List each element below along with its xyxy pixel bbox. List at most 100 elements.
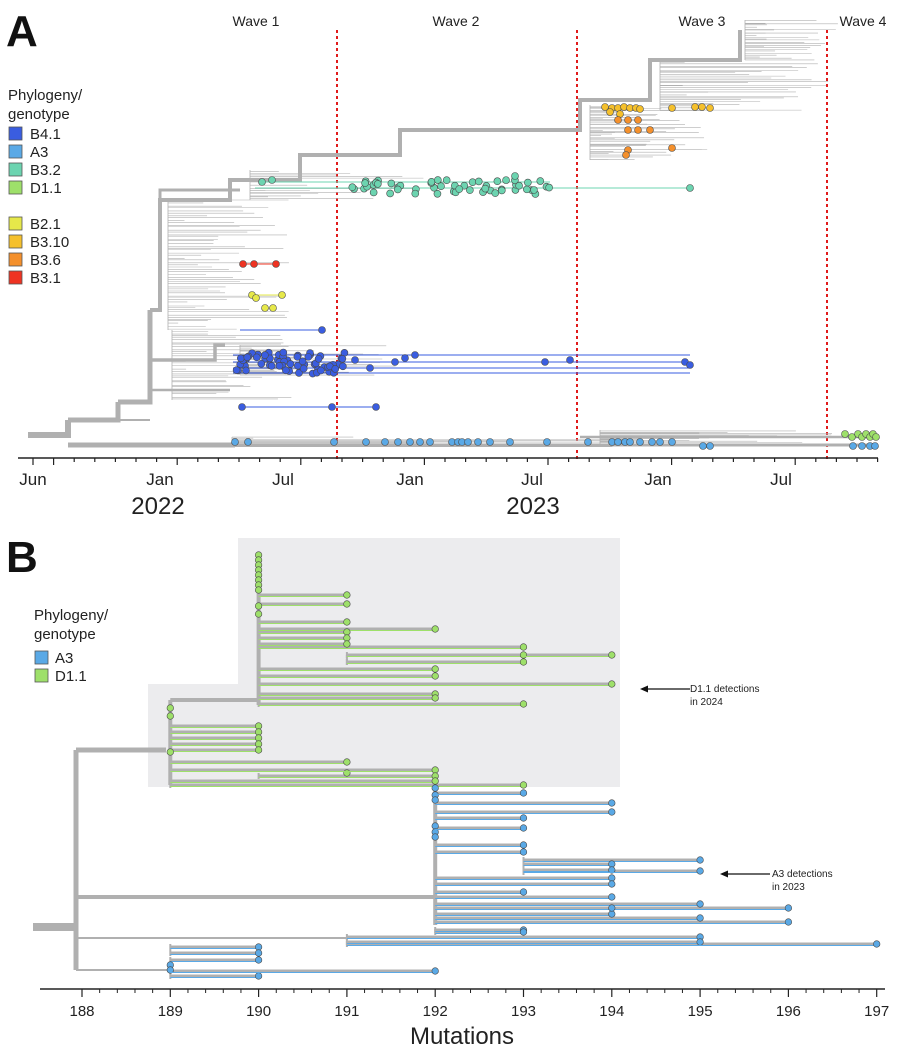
tip-B4-1 bbox=[338, 354, 347, 363]
tip-B2-1 bbox=[252, 294, 260, 302]
tip-A3 bbox=[608, 904, 616, 912]
tip-B3-2 bbox=[387, 179, 396, 188]
tip-A3 bbox=[656, 438, 664, 446]
legend-b-label-D1-1: D1.1 bbox=[55, 668, 87, 685]
wave-labels: Wave 1 Wave 2 Wave 3 Wave 4 bbox=[233, 13, 887, 29]
tip-B3-2 bbox=[427, 178, 436, 186]
tip-B4-1 bbox=[261, 351, 269, 359]
tip-B3-1 bbox=[239, 260, 247, 268]
mutations-tick-label-189: 189 bbox=[158, 1003, 183, 1020]
tip-A3 bbox=[849, 442, 857, 450]
tip-A3 bbox=[394, 438, 402, 446]
month-label-jan-2024: Jan bbox=[644, 470, 671, 489]
legend-b-swatch-A3 bbox=[34, 650, 49, 665]
tree-branch bbox=[68, 402, 121, 423]
tip-A3 bbox=[668, 438, 676, 446]
tip-B4-1 bbox=[232, 366, 241, 374]
mutations-tick-label-193: 193 bbox=[511, 1003, 536, 1020]
tip-D1-1 bbox=[519, 658, 528, 666]
tip-B3-2 bbox=[491, 189, 500, 197]
legend-a-label-B2-1: B2.1 bbox=[30, 216, 61, 233]
tip-A3 bbox=[626, 438, 634, 446]
tip-D1-1 bbox=[519, 700, 528, 708]
tip-A3 bbox=[696, 867, 704, 875]
tip-B3-2 bbox=[437, 182, 445, 190]
mutations-tick-label-190: 190 bbox=[246, 1003, 271, 1020]
tip-B3-6 bbox=[634, 116, 642, 124]
tip-D1-1 bbox=[343, 628, 351, 636]
tip-B3-2 bbox=[530, 186, 538, 194]
wave-2-label: Wave 2 bbox=[433, 13, 480, 29]
legend-b-swatch-D1-1 bbox=[34, 668, 49, 683]
tip-A3 bbox=[699, 442, 707, 450]
tip-B4-1 bbox=[541, 358, 549, 366]
tip-B3-2 bbox=[474, 177, 483, 186]
tip-A3 bbox=[608, 866, 616, 874]
tip-B3-2 bbox=[466, 186, 474, 194]
tip-D1-1 bbox=[255, 610, 263, 618]
tip-A3 bbox=[614, 438, 622, 446]
legend-a-swatch-B2-1 bbox=[8, 216, 23, 231]
tip-B2-1 bbox=[269, 304, 277, 312]
tip-A3 bbox=[255, 972, 263, 980]
tip-B4-1 bbox=[299, 364, 308, 373]
tip-B3-2 bbox=[545, 183, 553, 192]
tip-A3 bbox=[608, 893, 616, 901]
tip-B3-2 bbox=[348, 183, 357, 192]
tip-B3-2 bbox=[523, 185, 531, 194]
tip-B4-1 bbox=[286, 360, 295, 368]
tip-B3-2 bbox=[258, 178, 266, 186]
tree-branch bbox=[28, 420, 71, 438]
tip-B3-10 bbox=[636, 105, 644, 113]
mutations-axis-ticks: 188 189 190 191 192 193 194 195 196 197 bbox=[69, 989, 889, 1020]
tip-B4-1 bbox=[282, 366, 290, 375]
a3-annotation-line-1: A3 detections bbox=[772, 869, 833, 880]
tip-A3 bbox=[696, 914, 704, 922]
tip-B3-2 bbox=[433, 189, 442, 198]
year-label-2023: 2023 bbox=[506, 493, 559, 520]
tip-A3 bbox=[255, 949, 263, 957]
mutations-tick-label-194: 194 bbox=[599, 1003, 624, 1020]
tip-B4-1 bbox=[275, 362, 284, 370]
tip-B3-10 bbox=[698, 103, 706, 111]
tip-B3-6 bbox=[646, 126, 654, 134]
tree-branch bbox=[150, 30, 742, 312]
tip-B4-1 bbox=[339, 362, 347, 371]
tip-B4-1 bbox=[243, 353, 252, 362]
legend-a-swatch-B4-1 bbox=[8, 126, 23, 141]
tip-A3 bbox=[244, 438, 252, 446]
tip-B4-1 bbox=[242, 366, 250, 375]
tip-B3-6 bbox=[624, 116, 632, 124]
tip-B3-2 bbox=[686, 184, 694, 192]
tip-A3 bbox=[696, 900, 704, 908]
tip-A3 bbox=[231, 438, 239, 446]
legend-a-label-A3: A3 bbox=[30, 144, 48, 161]
tip-B3-2 bbox=[374, 180, 382, 188]
month-label-jul-2022: Jul bbox=[272, 470, 294, 489]
tip-A3 bbox=[330, 438, 338, 446]
tree-branch bbox=[118, 310, 153, 405]
tip-B3-6 bbox=[614, 116, 622, 124]
tip-B3-10 bbox=[668, 104, 676, 112]
tip-B3-10 bbox=[691, 103, 699, 111]
tip-A3 bbox=[784, 918, 793, 926]
tip-D1-1 bbox=[255, 728, 263, 736]
tip-A3 bbox=[608, 860, 616, 868]
time-axis-ticks bbox=[32, 458, 879, 465]
tip-B3-6 bbox=[668, 144, 676, 152]
mutations-tick-label-188: 188 bbox=[69, 1003, 94, 1020]
tip-D1-1 bbox=[166, 748, 174, 756]
tip-B2-1 bbox=[261, 304, 269, 312]
tip-D1-1 bbox=[255, 734, 263, 742]
legend-a-swatch-B3-6 bbox=[8, 252, 23, 267]
tip-D1-1 bbox=[519, 781, 528, 789]
tip-D1-1 bbox=[431, 766, 439, 774]
tip-B4-1 bbox=[238, 403, 246, 411]
mutations-axis: 188 189 190 191 192 193 194 195 196 197 Mutations bbox=[40, 988, 889, 1050]
tip-A3 bbox=[431, 822, 439, 830]
tip-D1-1 bbox=[255, 586, 263, 594]
tree-branch bbox=[158, 188, 240, 200]
tip-B3-6 bbox=[622, 151, 630, 159]
